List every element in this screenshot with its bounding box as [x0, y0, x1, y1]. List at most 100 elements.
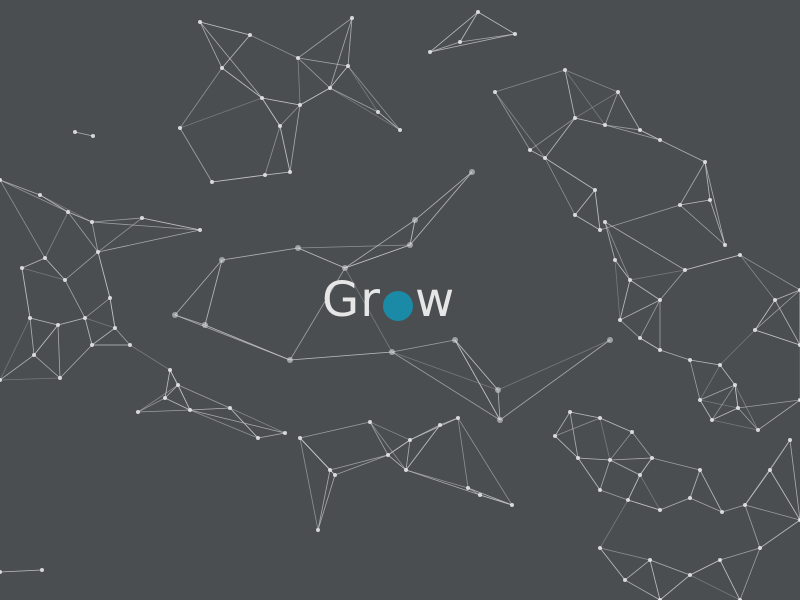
network-cluster-edges [299, 417, 513, 531]
network-node [198, 228, 202, 232]
network-node [298, 436, 302, 440]
network-edge [67, 211, 93, 223]
network-edge [619, 299, 661, 321]
network-edge [369, 421, 407, 471]
network-node [178, 126, 182, 130]
network-edge [289, 267, 346, 361]
network-node [733, 383, 737, 387]
network-edge [91, 221, 201, 231]
network-edge [627, 474, 641, 501]
network-node [630, 430, 634, 434]
network-node [368, 420, 372, 424]
network-edge [44, 257, 66, 281]
network-edge [39, 194, 93, 223]
network-edge [497, 389, 501, 421]
network-edge [739, 254, 800, 291]
network-node [408, 438, 412, 442]
network-node [476, 10, 480, 14]
network-edge [639, 474, 661, 511]
network-edge [177, 384, 231, 409]
network-edge [179, 127, 213, 183]
network-node [113, 326, 117, 330]
network-edge [57, 324, 61, 379]
network-edge [599, 547, 651, 561]
network-edge [577, 457, 601, 491]
network-node [698, 468, 702, 472]
network-node [598, 228, 602, 232]
network-edge [639, 337, 661, 351]
network-edge [599, 489, 629, 501]
network-edge [33, 324, 59, 356]
network-edge [604, 124, 641, 131]
network-node [568, 410, 572, 414]
network-edge [679, 204, 726, 246]
network-edge [391, 351, 499, 391]
network-edge [737, 399, 800, 409]
network-edge [0, 569, 43, 573]
network-edge [91, 327, 116, 346]
network-edge [164, 369, 171, 399]
network-node [342, 265, 348, 271]
network-edge [97, 229, 201, 253]
network-edge [29, 317, 59, 326]
network-node [376, 110, 380, 114]
network-edge [405, 424, 441, 471]
network-edge [609, 457, 653, 461]
network-edge [624, 559, 651, 581]
network-edge [699, 384, 736, 401]
network-node [404, 468, 408, 472]
network-edge [84, 317, 93, 346]
network-node [658, 138, 662, 142]
network-edge [67, 211, 99, 253]
network-cluster-nodes [0, 130, 95, 574]
network-edge [569, 411, 601, 419]
network-node [438, 423, 442, 427]
network-node [202, 322, 208, 328]
network-node [260, 96, 264, 100]
network-edge [199, 21, 223, 69]
network-edge [297, 57, 349, 67]
network-edge [467, 487, 513, 506]
network-node [73, 130, 77, 134]
network-edge [617, 91, 641, 131]
network-edge [744, 504, 800, 521]
network-node [658, 508, 662, 512]
network-edge [204, 259, 223, 326]
network-edge [659, 574, 691, 600]
network-edge [651, 457, 701, 471]
network-edge [261, 97, 281, 127]
network-edge [199, 21, 251, 36]
network-edge [409, 171, 473, 246]
network-node [593, 188, 597, 192]
network-edge [459, 11, 479, 43]
network-edge [409, 219, 416, 246]
network-edge [29, 317, 59, 326]
network-edge [699, 399, 713, 421]
network-edge [129, 344, 171, 371]
network-node [83, 316, 87, 320]
network-cluster-nodes [172, 169, 613, 423]
network-edge [141, 217, 201, 231]
network-edge [604, 221, 616, 261]
network-edge [689, 469, 701, 499]
network-edge [279, 104, 301, 127]
network-node [28, 316, 32, 320]
network-edge [409, 417, 459, 441]
network-edge [564, 69, 576, 119]
network-edge [574, 117, 606, 126]
network-edge [544, 157, 596, 191]
network-node [528, 148, 532, 152]
network-edge [454, 339, 501, 421]
network-edge [344, 219, 416, 269]
network-node [288, 170, 292, 174]
network-edge [744, 504, 761, 549]
network-edge [289, 351, 393, 361]
network-edge [91, 217, 143, 223]
network-edge [649, 559, 661, 600]
network-edge [29, 317, 35, 356]
network-node [90, 343, 94, 347]
network-node [628, 278, 632, 282]
network-edge [604, 91, 619, 126]
network-node [412, 217, 418, 223]
network-edge [317, 469, 331, 531]
